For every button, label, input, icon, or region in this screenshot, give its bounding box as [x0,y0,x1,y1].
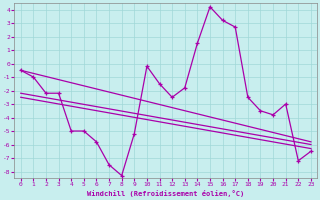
X-axis label: Windchill (Refroidissement éolien,°C): Windchill (Refroidissement éolien,°C) [87,190,244,197]
